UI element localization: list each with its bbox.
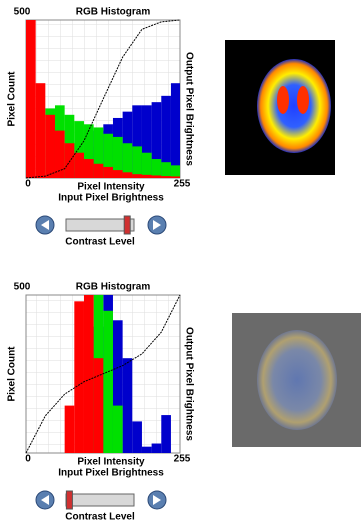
histogram-bar <box>74 153 84 178</box>
histogram-bar <box>142 153 152 178</box>
histogram-bar <box>132 146 142 178</box>
histogram-bar <box>123 358 133 453</box>
histogram-bar <box>142 175 152 178</box>
y2-axis-label: Output Pixel Brightness <box>183 327 194 441</box>
x-axis-label: Pixel Intensity <box>77 457 145 468</box>
chart-title: RGB Histogram <box>76 282 151 293</box>
x-axis-label: Input Pixel Brightness <box>58 468 164 479</box>
slider-label: Contrast Level <box>65 512 135 523</box>
histogram-bar <box>113 406 123 453</box>
slider-thumb[interactable] <box>124 216 130 234</box>
y-axis-label: Pixel Count <box>7 346 18 402</box>
slider-label: Contrast Level <box>65 237 135 248</box>
histogram-bar <box>152 159 162 178</box>
histogram-bar <box>74 301 84 453</box>
histogram-bar <box>171 165 180 178</box>
histogram-bar <box>84 295 94 453</box>
x-tick-label: 0 <box>25 179 31 190</box>
histogram-bar <box>36 83 46 178</box>
histogram-bar <box>94 358 104 453</box>
y-axis-label: Pixel Count <box>7 71 18 127</box>
brain-scan <box>257 59 331 153</box>
histogram-bar <box>103 311 113 453</box>
histogram-bar <box>45 115 55 178</box>
x-axis-label: Pixel Intensity <box>77 182 145 193</box>
x-tick-label: 255 <box>174 454 191 465</box>
slider-track[interactable] <box>66 494 134 506</box>
brain-detail <box>297 86 309 114</box>
histogram-bar <box>26 20 36 178</box>
histogram-bar <box>171 176 180 178</box>
x-tick-label: 255 <box>174 179 191 190</box>
histogram-bar <box>152 444 162 453</box>
histogram-bar <box>132 174 142 178</box>
chart-title: RGB Histogram <box>76 7 151 18</box>
y-tick-label: 500 <box>14 7 31 18</box>
histogram-bar <box>152 175 162 178</box>
screen: RGB Histogram 500 0 255 Pixel Count Output Pi… <box>0 0 361 528</box>
histogram-bar <box>142 447 152 453</box>
histogram-bar <box>123 172 133 178</box>
slider-thumb[interactable] <box>66 491 72 509</box>
histogram-bar <box>113 170 123 178</box>
histogram-bar <box>84 159 94 178</box>
x-tick-label: 0 <box>25 454 31 465</box>
histogram-bar <box>132 421 142 453</box>
x-axis-label: Input Pixel Brightness <box>58 193 164 204</box>
y2-axis-label: Output Pixel Brightness <box>183 52 194 166</box>
y-tick-label: 500 <box>14 282 31 293</box>
histogram-bar <box>65 143 75 178</box>
histogram-bar <box>94 164 104 178</box>
histogram-bar <box>103 167 113 178</box>
histogram-bar <box>161 176 171 178</box>
histogram-bar <box>161 415 171 453</box>
histogram-bar <box>65 406 75 453</box>
brain-detail <box>277 86 289 114</box>
histogram-bar <box>171 83 180 178</box>
histogram-bar <box>161 162 171 178</box>
brain-scan <box>257 330 337 430</box>
